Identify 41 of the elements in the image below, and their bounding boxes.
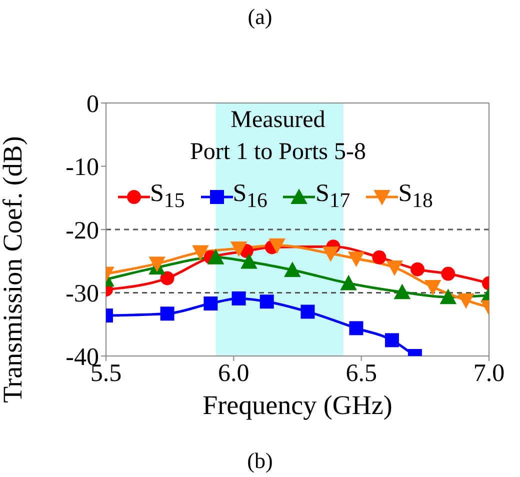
point bbox=[230, 241, 248, 257]
point bbox=[384, 333, 399, 348]
point bbox=[192, 245, 209, 261]
point bbox=[386, 260, 403, 276]
x-tick-label: 7.0 bbox=[473, 360, 505, 387]
point bbox=[348, 252, 365, 267]
point bbox=[232, 291, 246, 306]
point bbox=[204, 296, 218, 311]
y-tick-label: 0 bbox=[86, 90, 99, 118]
point bbox=[372, 250, 386, 264]
point bbox=[207, 248, 224, 264]
text: (a) bbox=[248, 4, 272, 29]
y-tick-label: -30 bbox=[66, 280, 99, 308]
point bbox=[349, 321, 364, 336]
point bbox=[441, 266, 456, 281]
x-axis-title: Frequency (GHz) bbox=[202, 390, 392, 420]
legend-label: S$_{17}$ bbox=[315, 180, 350, 213]
text: (b) bbox=[247, 448, 273, 473]
annotation: Measured Port 1 to Ports 5-8 bbox=[190, 107, 366, 165]
x-tick-label: 6.0 bbox=[218, 360, 250, 387]
point bbox=[424, 280, 442, 296]
point bbox=[240, 253, 258, 269]
point bbox=[260, 294, 274, 309]
point bbox=[340, 274, 357, 290]
y-tick-label: -10 bbox=[66, 154, 99, 182]
legend-label: S$_{15}$ bbox=[150, 180, 185, 213]
point bbox=[440, 288, 457, 304]
point bbox=[160, 271, 174, 286]
x-tick-label: 6.5 bbox=[346, 360, 377, 387]
point bbox=[160, 306, 174, 321]
point bbox=[300, 304, 315, 319]
point bbox=[322, 246, 340, 262]
y-tick-label: -20 bbox=[66, 217, 99, 244]
point bbox=[284, 262, 301, 277]
point bbox=[268, 238, 286, 254]
point bbox=[458, 293, 474, 309]
y-axis-title: Transmission Coef. (dB) bbox=[0, 136, 28, 403]
legend-label: S$_{18}$ bbox=[398, 180, 433, 213]
point bbox=[410, 262, 425, 276]
legend-label: S$_{16}$ bbox=[232, 180, 268, 213]
point bbox=[394, 284, 411, 300]
